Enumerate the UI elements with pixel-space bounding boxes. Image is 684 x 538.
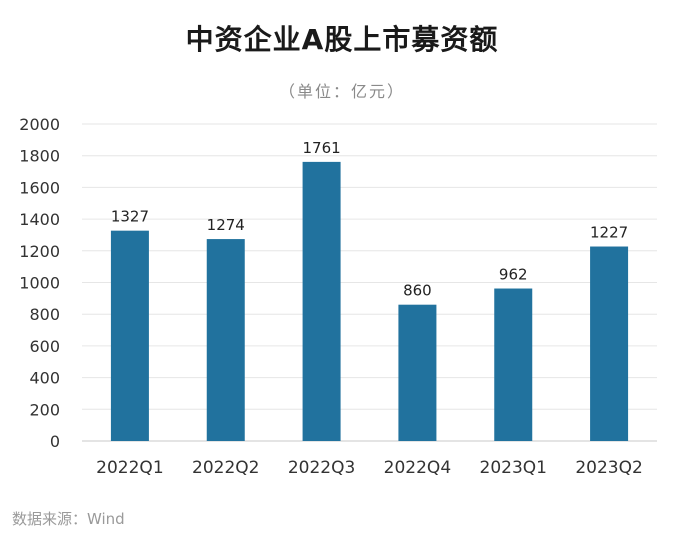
y-tick-label: 0 (50, 432, 60, 451)
y-tick-label: 600 (29, 337, 60, 356)
bar-2022Q2 (206, 239, 245, 441)
value-label: 1327 (111, 208, 149, 226)
chart-title: 中资企业A股上市募资额 (185, 23, 499, 56)
value-label: 860 (403, 282, 432, 300)
y-tick-label: 200 (29, 400, 60, 419)
y-tick-label: 1800 (19, 147, 60, 166)
value-label: 962 (499, 266, 528, 284)
x-tick-label: 2023Q2 (575, 458, 642, 478)
y-tick-label: 800 (29, 305, 60, 324)
bar-2023Q2 (590, 246, 629, 441)
bar-2022Q3 (302, 161, 341, 441)
x-tick-label: 2022Q4 (384, 458, 451, 478)
y-tick-label: 1000 (19, 274, 60, 293)
bar-2022Q1 (110, 230, 149, 441)
bar-2022Q4 (398, 304, 437, 441)
y-tick-label: 1400 (19, 210, 60, 229)
bar-2023Q1 (494, 288, 533, 441)
value-label: 1227 (590, 224, 628, 242)
data-source-note: 数据来源：Wind (12, 510, 125, 528)
y-tick-label: 1600 (19, 178, 60, 197)
x-tick-label: 2022Q2 (192, 458, 259, 478)
y-tick-label: 1200 (19, 242, 60, 261)
y-tick-label: 400 (29, 369, 60, 388)
x-tick-label: 2022Q1 (96, 458, 163, 478)
value-label: 1274 (207, 216, 245, 234)
x-tick-label: 2023Q1 (480, 458, 547, 478)
value-label: 1761 (302, 139, 340, 157)
y-tick-label: 2000 (19, 115, 60, 134)
chart-subtitle: （单位：亿元） (278, 82, 405, 101)
x-tick-label: 2022Q3 (288, 458, 355, 478)
